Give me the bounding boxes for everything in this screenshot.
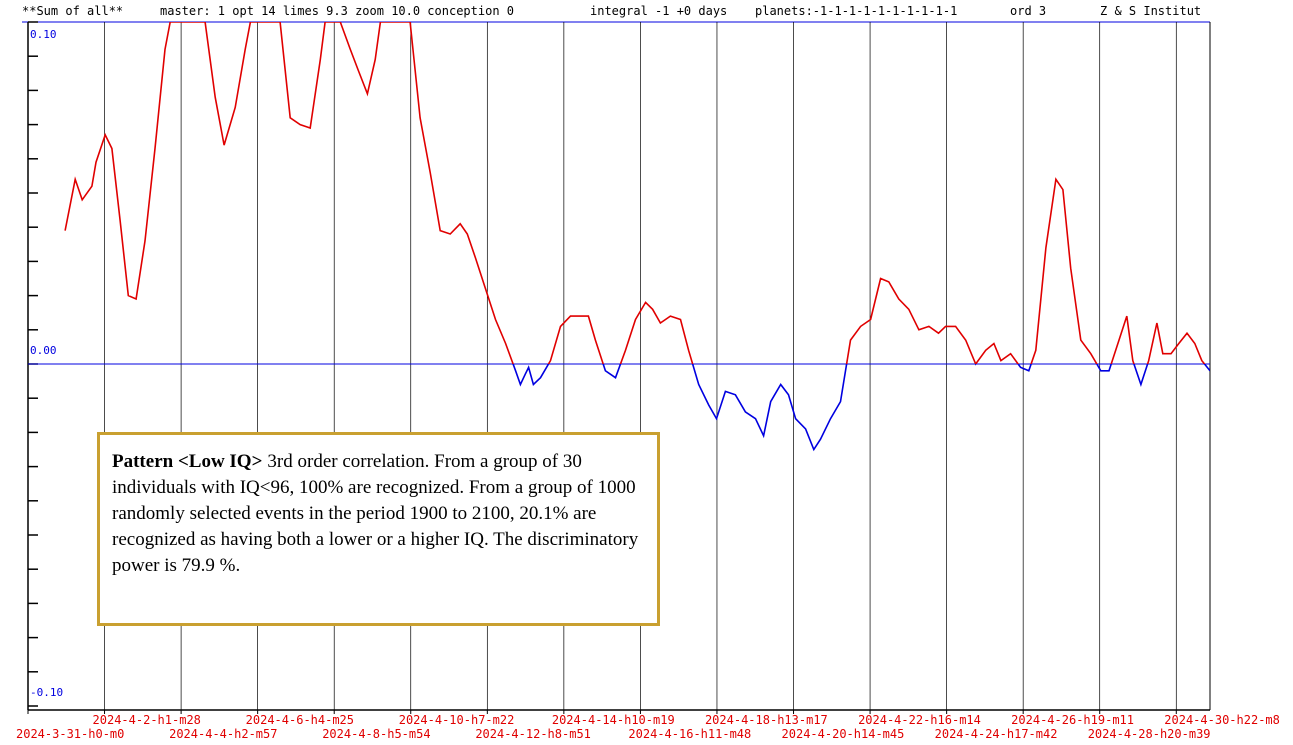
y-tick-label: -0.10 bbox=[30, 686, 63, 699]
x-tick-label: 2024-4-8-h5-m54 bbox=[322, 727, 430, 741]
header-text: ord 3 bbox=[1010, 4, 1046, 18]
x-tick-label: 2024-4-4-h2-m57 bbox=[169, 727, 277, 741]
x-tick-label: 2024-4-28-h20-m39 bbox=[1088, 727, 1211, 741]
header-text: integral -1 +0 days bbox=[590, 4, 727, 18]
x-tick-label: 2024-4-16-h11-m48 bbox=[628, 727, 751, 741]
x-tick-label: 2024-4-30-h22-m8 bbox=[1164, 713, 1280, 727]
x-tick-label: 2024-4-24-h17-m42 bbox=[935, 727, 1058, 741]
x-tick-label: 2024-4-26-h19-m11 bbox=[1011, 713, 1134, 727]
x-tick-label: 2024-4-2-h1-m28 bbox=[93, 713, 201, 727]
header-text: Z & S Institut bbox=[1100, 4, 1201, 18]
x-tick-label: 2024-4-18-h13-m17 bbox=[705, 713, 828, 727]
header-text: planets:-1-1-1-1-1-1-1-1-1-1 bbox=[755, 4, 957, 18]
x-tick-label: 2024-3-31-h0-m0 bbox=[16, 727, 124, 741]
series-line bbox=[512, 364, 1210, 452]
x-tick-label: 2024-4-20-h14-m45 bbox=[782, 727, 905, 741]
annotation-bold: Pattern <Low IQ> bbox=[112, 451, 263, 472]
x-tick-label: 2024-4-14-h10-m19 bbox=[552, 713, 675, 727]
y-tick-label: 0.00 bbox=[30, 344, 57, 357]
header-text: **Sum of all** bbox=[22, 4, 123, 18]
annotation-text: 3rd order correlation. From a group of 3… bbox=[112, 451, 639, 576]
series-line bbox=[64, 22, 1206, 364]
x-tick-label: 2024-4-6-h4-m25 bbox=[246, 713, 354, 727]
x-tick-label: 2024-4-10-h7-m22 bbox=[399, 713, 515, 727]
x-tick-label: 2024-4-12-h8-m51 bbox=[475, 727, 591, 741]
y-tick-label: 0.10 bbox=[30, 28, 57, 41]
header-text: master: 1 opt 14 limes 9.3 zoom 10.0 con… bbox=[160, 4, 514, 18]
annotation-box: Pattern <Low IQ> 3rd order correlation. F… bbox=[97, 432, 660, 626]
x-tick-label: 2024-4-22-h16-m14 bbox=[858, 713, 981, 727]
